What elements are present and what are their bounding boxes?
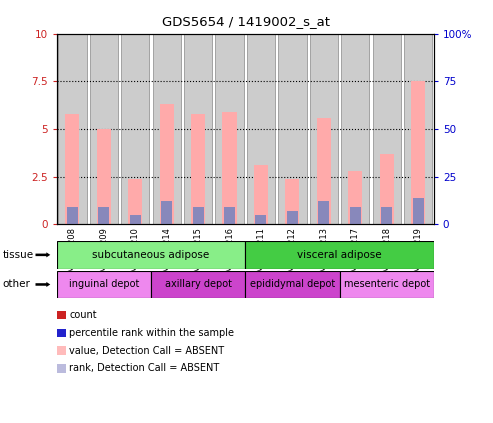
Bar [285,179,299,224]
Bar [318,201,329,224]
Bar [245,271,340,298]
Text: subcutaneous adipose: subcutaneous adipose [92,250,210,260]
Bar [57,271,151,298]
Text: inguinal depot: inguinal depot [69,280,139,289]
Bar [340,271,434,298]
Bar [380,154,394,224]
Text: mesenteric depot: mesenteric depot [344,280,430,289]
Bar [184,34,212,224]
Bar [310,34,338,224]
Bar [254,165,268,224]
Bar [413,198,423,224]
Text: value, Detection Call = ABSENT: value, Detection Call = ABSENT [69,346,224,356]
Bar [224,207,235,224]
Bar [191,114,205,224]
Bar [151,271,245,298]
Bar [287,211,298,224]
Bar [128,179,142,224]
Text: visceral adipose: visceral adipose [297,250,382,260]
Bar [348,171,362,224]
Bar [222,112,237,224]
Bar [255,215,267,224]
Text: epididymal depot: epididymal depot [250,280,335,289]
Bar [373,34,401,224]
Bar [247,34,275,224]
Bar [97,129,111,224]
Text: axillary depot: axillary depot [165,280,232,289]
Text: GDS5654 / 1419002_s_at: GDS5654 / 1419002_s_at [163,15,330,28]
Bar [90,34,118,224]
Bar [341,34,369,224]
Bar [350,207,361,224]
Bar [160,104,174,224]
Bar [317,118,331,224]
Text: rank, Detection Call = ABSENT: rank, Detection Call = ABSENT [69,363,219,374]
Bar [66,114,79,224]
Bar [278,34,307,224]
Bar [245,241,434,269]
Bar [58,34,87,224]
Bar [404,34,432,224]
Bar [215,34,244,224]
Text: other: other [2,280,31,289]
Text: count: count [69,310,97,320]
Text: tissue: tissue [2,250,34,260]
Bar [121,34,149,224]
Bar [67,207,78,224]
Bar [57,241,245,269]
Bar [161,201,172,224]
Bar [130,215,141,224]
Bar [98,207,109,224]
Text: percentile rank within the sample: percentile rank within the sample [69,328,234,338]
Bar [152,34,181,224]
Bar [193,207,204,224]
Bar [381,207,392,224]
Bar [411,81,425,224]
